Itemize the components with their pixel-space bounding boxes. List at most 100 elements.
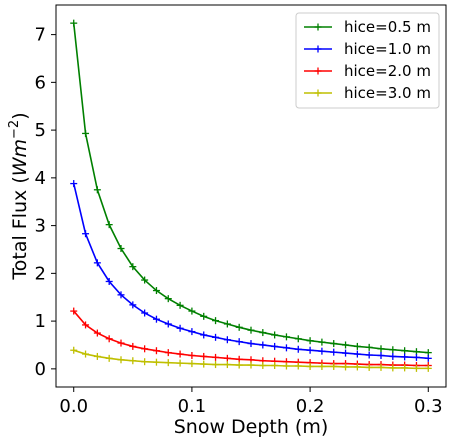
data-point [176, 359, 184, 367]
data-point [82, 129, 90, 137]
plot-area [70, 19, 432, 372]
data-point [235, 323, 243, 331]
data-point [176, 301, 184, 309]
data-point [70, 19, 78, 27]
data-point [212, 353, 220, 361]
data-point [306, 362, 314, 370]
data-point [271, 342, 279, 350]
data-point [342, 349, 350, 357]
data-point [389, 352, 397, 360]
x-tick-label: 0.3 [414, 396, 443, 417]
data-point [235, 361, 243, 369]
data-point [105, 354, 113, 362]
data-point [377, 345, 385, 353]
data-point [306, 346, 314, 354]
data-point [389, 346, 397, 354]
data-point [247, 340, 255, 348]
data-point [377, 363, 385, 371]
legend-label: hice=0.5 m [344, 18, 431, 36]
data-point [282, 362, 290, 370]
x-axis: 0.0 0.1 0.2 0.3 [59, 387, 443, 417]
axes-frame [55, 4, 447, 388]
data-point [212, 317, 220, 325]
y-axis: 0 1 2 3 4 5 6 7 [35, 25, 56, 380]
y-tick-label: 6 [35, 72, 46, 93]
data-point [70, 180, 78, 188]
data-point [353, 342, 361, 350]
data-point [129, 357, 137, 365]
data-point [330, 362, 338, 370]
data-point [164, 359, 172, 367]
data-point [401, 347, 409, 355]
data-point [318, 362, 326, 370]
data-point [93, 352, 101, 360]
legend-marker [314, 45, 322, 53]
data-point [164, 349, 172, 357]
data-point [70, 307, 78, 315]
legend-item: hice=0.5 m [304, 18, 431, 36]
data-point [93, 329, 101, 337]
data-point [117, 356, 125, 364]
legend-label: hice=1.0 m [344, 40, 431, 58]
data-point [152, 358, 160, 366]
legend-marker [314, 67, 322, 75]
data-point [129, 263, 137, 271]
data-point [152, 315, 160, 323]
data-point [188, 307, 196, 315]
x-tick-label: 0.2 [296, 396, 325, 417]
legend-frame [295, 12, 440, 109]
data-point [129, 301, 137, 309]
data-point [401, 364, 409, 372]
data-point [212, 333, 220, 341]
data-point [259, 341, 267, 349]
x-tick-label: 0.0 [59, 396, 88, 417]
data-point [129, 342, 137, 350]
data-point [365, 351, 373, 359]
legend-label: hice=3.0 m [344, 84, 431, 102]
y-tick-label: 4 [35, 168, 46, 189]
legend-item: hice=2.0 m [304, 62, 431, 80]
data-point [200, 360, 208, 368]
data-point [330, 348, 338, 356]
data-point [353, 363, 361, 371]
data-point [247, 326, 255, 334]
x-tick-label: 0.1 [178, 396, 207, 417]
data-point [318, 338, 326, 346]
data-point [152, 347, 160, 355]
data-point [188, 360, 196, 368]
data-point [176, 350, 184, 358]
data-point [282, 333, 290, 341]
y-tick-label: 2 [35, 263, 46, 284]
data-point [105, 277, 113, 285]
data-point [117, 339, 125, 347]
data-point [365, 363, 373, 371]
series-hice-3-0-m [70, 346, 432, 372]
data-point [141, 358, 149, 366]
legend: hice=0.5 m hice=1.0 m hice=2.0 m hice=3.0 m [295, 12, 440, 109]
y-tick-label: 7 [35, 25, 46, 46]
data-point [365, 343, 373, 351]
data-point [93, 186, 101, 194]
data-point [105, 221, 113, 229]
data-point [235, 338, 243, 346]
data-point [152, 287, 160, 295]
legend-marker [314, 23, 322, 31]
data-point [282, 344, 290, 352]
data-point [82, 230, 90, 238]
data-point [424, 354, 432, 362]
data-point [82, 321, 90, 329]
data-point [117, 291, 125, 299]
data-point [271, 362, 279, 370]
data-point [401, 353, 409, 361]
legend-item: hice=3.0 m [304, 84, 431, 102]
data-point [70, 346, 78, 354]
data-point [141, 345, 149, 353]
data-point [164, 295, 172, 303]
y-tick-label: 0 [35, 359, 46, 380]
data-point [200, 331, 208, 339]
data-point [294, 335, 302, 343]
data-point [294, 345, 302, 353]
data-point [212, 361, 220, 369]
data-point [306, 337, 314, 345]
y-tick-label: 5 [35, 120, 46, 141]
